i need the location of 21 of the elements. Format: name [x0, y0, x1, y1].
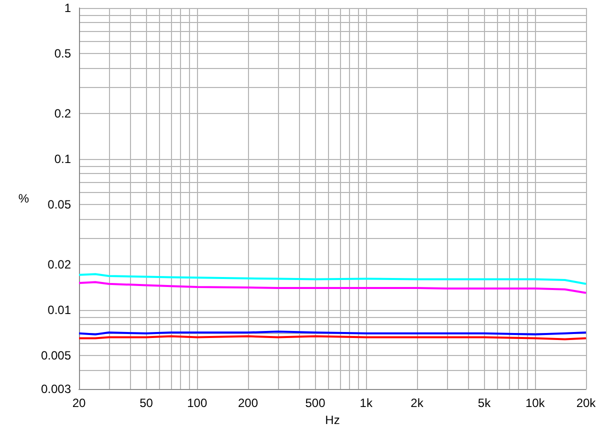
- x-tick-label: 100: [187, 396, 208, 410]
- y-tick-label: 0.1: [54, 152, 72, 166]
- x-tick-label: 20: [72, 396, 86, 410]
- x-tick-label: 20k: [576, 396, 597, 410]
- y-tick-label: 0.5: [54, 46, 72, 60]
- x-tick-label: 1k: [360, 396, 374, 410]
- y-axis-title: %: [18, 192, 30, 206]
- y-tick-label: 0.003: [40, 382, 72, 396]
- x-tick-label: 2k: [410, 396, 424, 410]
- x-tick-label: 50: [140, 396, 154, 410]
- y-tick-label: 0.2: [54, 106, 72, 121]
- y-tick-label: 1: [64, 1, 72, 15]
- y-tick-label: 0.02: [48, 258, 72, 272]
- x-tick-label: 200: [238, 396, 258, 410]
- x-tick-label: 500: [305, 396, 326, 410]
- y-tick-label: 0.005: [40, 348, 72, 362]
- x-tick-label: 10k: [525, 396, 546, 410]
- x-tick-label: 5k: [478, 396, 492, 410]
- y-tick-label: 0.01: [48, 303, 72, 318]
- y-tick-label: 0.05: [48, 197, 72, 212]
- x-axis-title: Hz: [325, 412, 340, 427]
